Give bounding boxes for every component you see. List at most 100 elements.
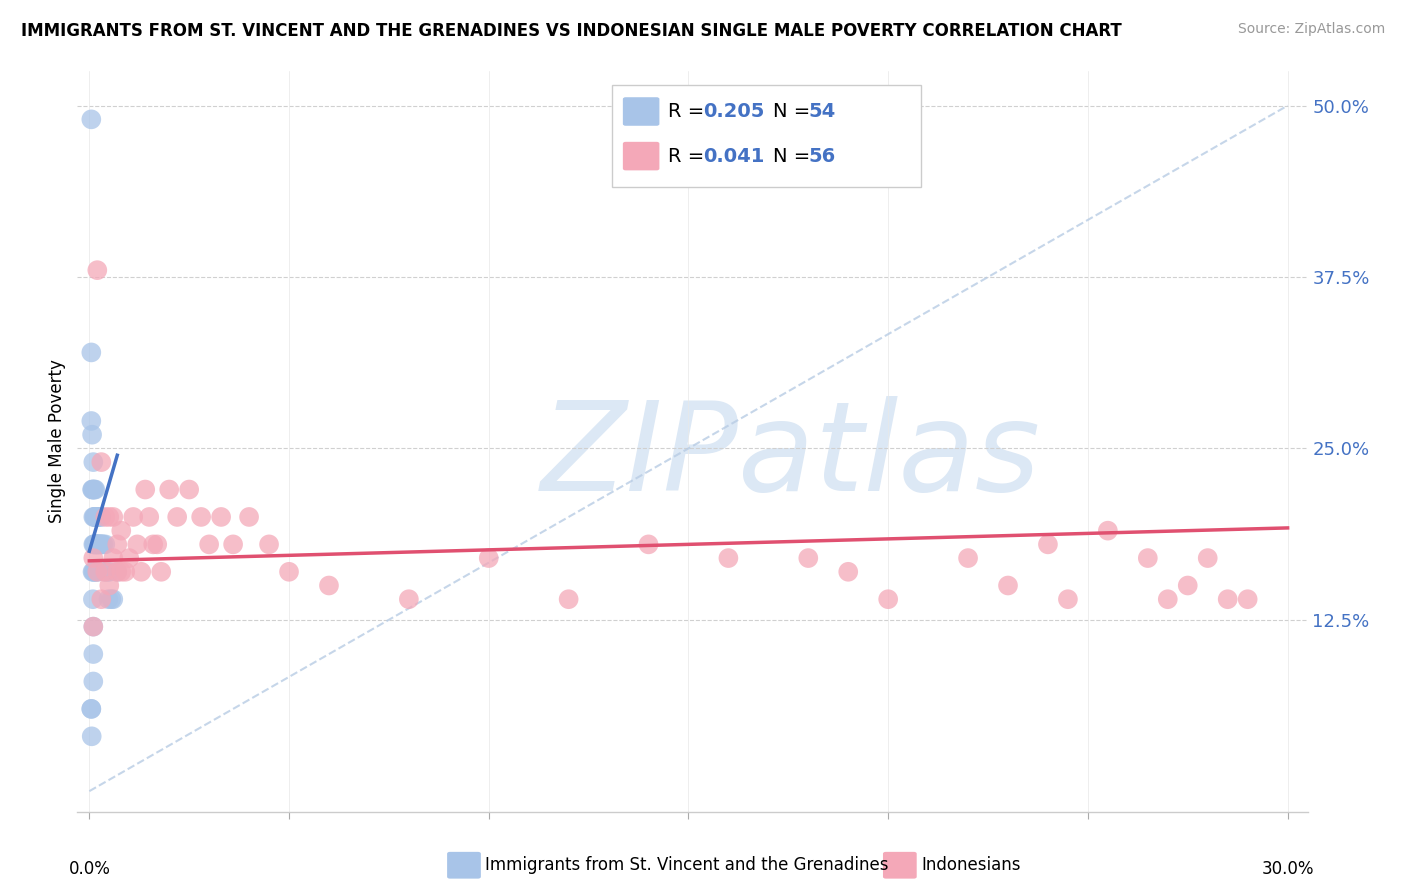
Point: [114, 565, 136, 579]
Text: IMMIGRANTS FROM ST. VINCENT AND THE GRENADINES VS INDONESIAN SINGLE MALE POVERTY: IMMIGRANTS FROM ST. VINCENT AND THE GREN…: [21, 22, 1122, 40]
Y-axis label: Single Male Poverty: Single Male Poverty: [48, 359, 66, 524]
Point: [110, 524, 132, 538]
Point: [82, 674, 104, 689]
Point: [91, 537, 114, 551]
Point: [997, 578, 1019, 592]
Point: [957, 551, 980, 566]
Point: [87, 537, 110, 551]
Point: [118, 551, 141, 566]
Point: [91, 537, 114, 551]
Text: Indonesians: Indonesians: [921, 856, 1021, 874]
Point: [86, 537, 108, 551]
Point: [84, 537, 107, 551]
Point: [87, 537, 110, 551]
Point: [198, 537, 221, 551]
Point: [80, 702, 103, 716]
Point: [166, 510, 188, 524]
Point: [83, 483, 105, 497]
Point: [82, 537, 104, 551]
Point: [82, 455, 104, 469]
Point: [90, 592, 112, 607]
Point: [557, 592, 579, 607]
Point: [157, 483, 180, 497]
Point: [257, 537, 280, 551]
Point: [717, 551, 740, 566]
Text: N =: N =: [773, 102, 817, 121]
Point: [86, 510, 108, 524]
Text: R =: R =: [668, 102, 710, 121]
Point: [80, 345, 103, 359]
Text: N =: N =: [773, 146, 817, 166]
Point: [150, 565, 173, 579]
Point: [146, 537, 169, 551]
Point: [1236, 592, 1258, 607]
Point: [1177, 578, 1199, 592]
Point: [1157, 592, 1180, 607]
Point: [82, 620, 104, 634]
Point: [83, 537, 105, 551]
Point: [84, 510, 107, 524]
Point: [87, 510, 110, 524]
Point: [478, 551, 501, 566]
Point: [127, 537, 149, 551]
Text: 0.0%: 0.0%: [69, 860, 110, 878]
Point: [190, 510, 212, 524]
Point: [103, 510, 125, 524]
Point: [90, 455, 112, 469]
Point: [82, 483, 104, 497]
Point: [837, 565, 859, 579]
Text: 54: 54: [808, 102, 835, 121]
Point: [86, 565, 108, 579]
Point: [83, 537, 105, 551]
Point: [86, 263, 108, 277]
Point: [94, 510, 117, 524]
Point: [103, 592, 125, 607]
Text: 0.041: 0.041: [703, 146, 765, 166]
Point: [105, 537, 128, 551]
Point: [1216, 592, 1239, 607]
Point: [110, 565, 132, 579]
Point: [318, 578, 340, 592]
Point: [82, 483, 104, 497]
Point: [138, 510, 160, 524]
Point: [84, 537, 107, 551]
Point: [1136, 551, 1159, 566]
Point: [84, 510, 107, 524]
Text: Immigrants from St. Vincent and the Grenadines: Immigrants from St. Vincent and the Gren…: [485, 856, 889, 874]
Point: [82, 647, 104, 661]
Point: [105, 565, 128, 579]
Point: [80, 702, 103, 716]
Point: [82, 551, 104, 566]
Point: [238, 510, 260, 524]
Point: [82, 565, 104, 579]
Point: [97, 592, 120, 607]
Point: [129, 565, 152, 579]
Point: [1097, 524, 1119, 538]
Point: [82, 592, 104, 607]
Point: [80, 729, 103, 743]
Point: [278, 565, 301, 579]
Point: [222, 537, 245, 551]
Point: [209, 510, 232, 524]
Point: [142, 537, 165, 551]
Text: 30.0%: 30.0%: [1261, 860, 1313, 878]
Point: [89, 537, 111, 551]
Point: [90, 537, 112, 551]
Point: [84, 510, 107, 524]
Point: [1036, 537, 1059, 551]
Point: [1197, 551, 1219, 566]
Point: [86, 537, 108, 551]
Point: [1057, 592, 1080, 607]
Point: [93, 565, 115, 579]
Point: [82, 620, 104, 634]
Point: [105, 565, 128, 579]
Point: [94, 537, 117, 551]
Point: [80, 112, 103, 127]
Point: [637, 537, 659, 551]
Point: [89, 537, 111, 551]
Point: [98, 510, 121, 524]
Point: [877, 592, 900, 607]
Text: Source: ZipAtlas.com: Source: ZipAtlas.com: [1237, 22, 1385, 37]
Point: [84, 483, 107, 497]
Point: [94, 565, 117, 579]
